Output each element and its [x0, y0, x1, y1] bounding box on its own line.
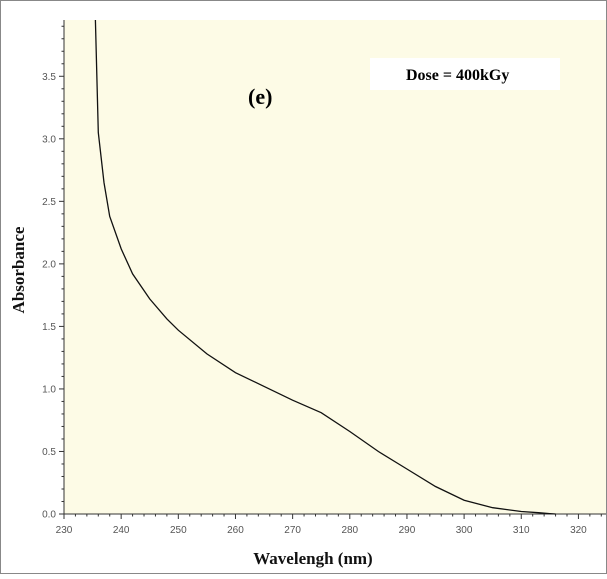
x-tick-label: 270: [284, 525, 301, 536]
x-tick-label: 230: [56, 525, 73, 536]
y-tick-label: 2.5: [42, 197, 56, 208]
x-axis-ticks: 230 240 250 260 270 280 290 300 310 320: [56, 514, 602, 536]
panel-label: (e): [248, 84, 272, 109]
absorbance-curve: [94, 19, 556, 515]
x-tick-label: 310: [513, 525, 530, 536]
x-tick-label: 240: [113, 525, 130, 536]
y-axis-title: Absorbance: [9, 226, 28, 313]
y-tick-label: 1.5: [42, 322, 56, 333]
annotation-box: [370, 58, 560, 90]
x-tick-label: 280: [341, 525, 358, 536]
x-tick-label: 260: [227, 525, 244, 536]
y-tick-label: 3.5: [42, 72, 56, 83]
dose-annotation: Dose = 400kGy: [406, 67, 509, 84]
x-tick-label: 300: [456, 525, 473, 536]
x-tick-label: 290: [399, 525, 416, 536]
y-tick-label: 3.0: [42, 134, 56, 145]
x-tick-label: 320: [570, 525, 587, 536]
y-tick-label: 0.0: [42, 510, 56, 521]
y-tick-label: 0.5: [42, 447, 56, 458]
y-tick-label: 1.0: [42, 384, 56, 395]
x-axis-title: Wavelengh (nm): [253, 549, 372, 568]
y-tick-label: 2.0: [42, 259, 56, 270]
x-tick-label: 250: [170, 525, 187, 536]
plot-area: [64, 20, 606, 514]
